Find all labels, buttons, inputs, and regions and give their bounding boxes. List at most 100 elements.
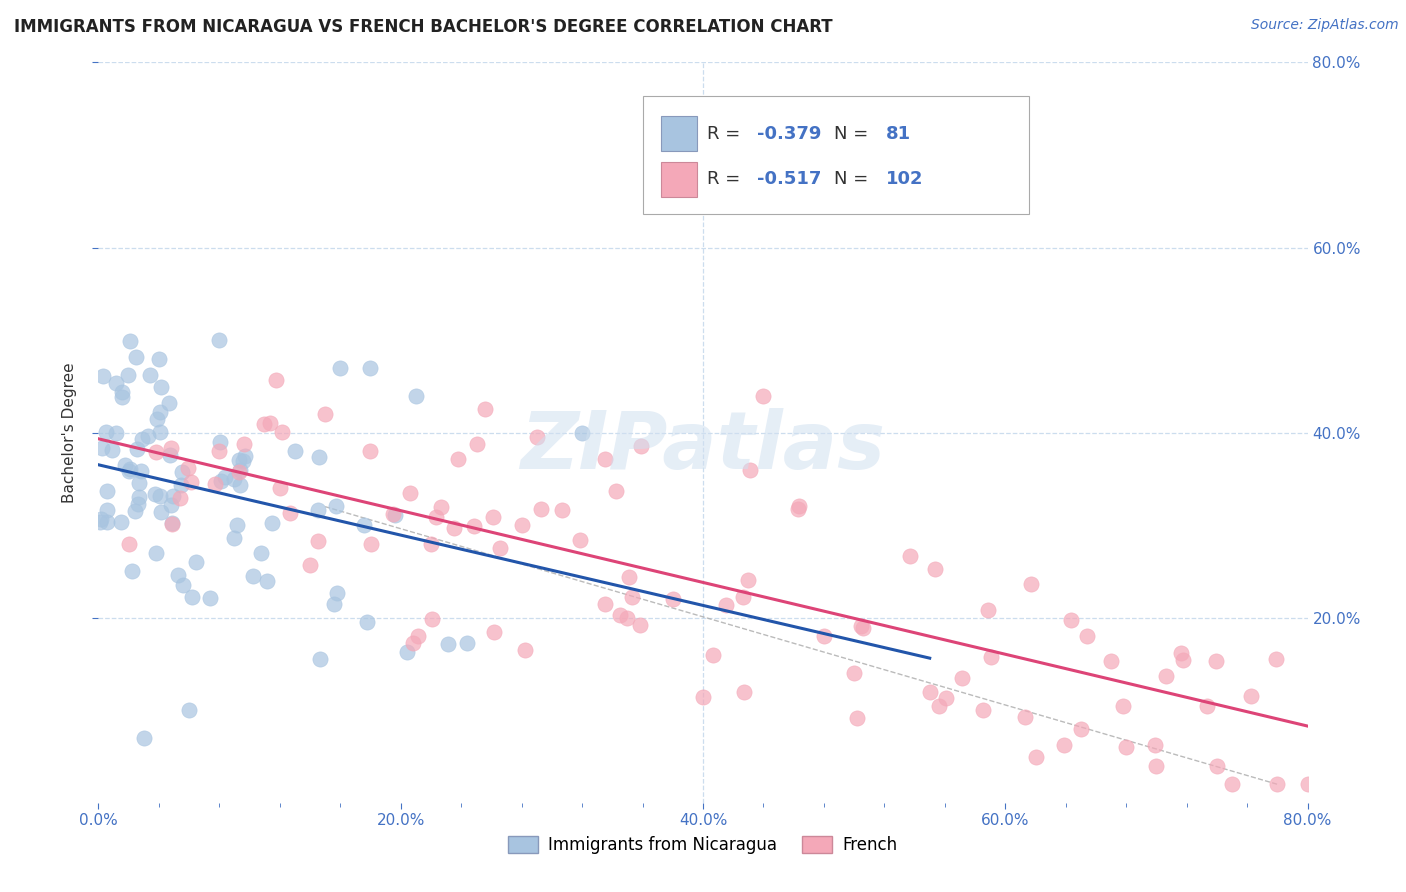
Point xyxy=(124,504,146,518)
Point xyxy=(170,478,193,492)
Point xyxy=(510,518,533,533)
Point xyxy=(208,333,231,347)
Point xyxy=(125,442,148,456)
Point xyxy=(628,618,651,632)
Point xyxy=(208,444,231,458)
Point xyxy=(136,429,159,443)
Point xyxy=(253,417,276,431)
Point xyxy=(1154,669,1177,683)
Point xyxy=(177,461,200,475)
Point xyxy=(1143,738,1166,752)
Point xyxy=(229,462,252,476)
Point xyxy=(127,497,149,511)
Point xyxy=(118,465,141,479)
Point xyxy=(972,703,994,717)
Point xyxy=(259,416,281,430)
Point xyxy=(280,506,302,520)
Point xyxy=(229,478,252,492)
Point xyxy=(145,445,167,459)
Text: N =: N = xyxy=(834,170,873,188)
Point xyxy=(1144,758,1167,772)
Point xyxy=(482,624,505,639)
Point xyxy=(1205,654,1227,668)
Point xyxy=(204,476,226,491)
Text: R =: R = xyxy=(707,170,745,188)
Point xyxy=(692,690,714,704)
Point xyxy=(120,334,142,348)
Point xyxy=(1240,690,1263,704)
Point xyxy=(96,515,118,529)
Point xyxy=(121,564,143,578)
Point xyxy=(184,555,207,569)
Point xyxy=(605,483,627,498)
Point xyxy=(96,484,118,499)
Point xyxy=(405,388,427,402)
Point xyxy=(138,368,160,383)
FancyBboxPatch shape xyxy=(661,161,697,197)
Point xyxy=(752,388,775,402)
Point xyxy=(630,439,652,453)
Text: 81: 81 xyxy=(886,125,911,143)
Point xyxy=(226,518,249,533)
Point xyxy=(111,390,134,404)
Point xyxy=(160,516,183,530)
Point xyxy=(269,481,291,495)
Text: -0.379: -0.379 xyxy=(758,125,821,143)
Point xyxy=(143,487,166,501)
Point xyxy=(172,578,194,592)
Point xyxy=(934,129,956,144)
Point xyxy=(128,490,150,504)
Point xyxy=(420,536,443,550)
Point xyxy=(845,711,868,725)
Point xyxy=(271,425,294,439)
Point xyxy=(1170,647,1192,661)
Point xyxy=(353,518,375,533)
Point xyxy=(167,567,190,582)
Point xyxy=(1197,699,1219,714)
Point xyxy=(180,590,202,604)
Point xyxy=(738,462,761,476)
Point xyxy=(918,685,941,699)
Point xyxy=(360,444,382,458)
Point xyxy=(314,407,336,421)
Point xyxy=(110,516,132,530)
Point xyxy=(356,615,378,629)
Point xyxy=(129,464,152,478)
Point xyxy=(661,592,683,607)
Point xyxy=(1024,749,1046,764)
Point xyxy=(125,350,148,364)
Point xyxy=(325,499,347,513)
Text: IMMIGRANTS FROM NICARAGUA VS FRENCH BACHELOR'S DEGREE CORRELATION CHART: IMMIGRANTS FROM NICARAGUA VS FRENCH BACH… xyxy=(14,18,832,36)
Point xyxy=(852,622,875,636)
Point xyxy=(224,472,246,486)
Point xyxy=(447,451,470,466)
Point xyxy=(148,351,170,366)
Point xyxy=(100,442,122,457)
Point xyxy=(1076,629,1098,643)
Point xyxy=(264,373,287,387)
Point xyxy=(616,610,638,624)
Point xyxy=(160,499,183,513)
Point xyxy=(214,470,236,484)
Point xyxy=(408,629,430,643)
Point xyxy=(145,546,167,560)
Point xyxy=(382,507,405,521)
Point xyxy=(146,411,169,425)
Point xyxy=(787,501,810,516)
Point xyxy=(104,425,127,440)
Point xyxy=(621,591,644,605)
Point xyxy=(384,508,406,522)
Point xyxy=(1101,654,1123,668)
Point xyxy=(114,458,136,472)
Point xyxy=(172,465,194,479)
Point xyxy=(307,533,329,548)
Point xyxy=(224,531,246,545)
Point xyxy=(1070,722,1092,736)
Point xyxy=(977,603,1000,617)
Point xyxy=(308,450,330,465)
Point xyxy=(465,437,488,451)
Point xyxy=(208,435,231,450)
Point xyxy=(232,454,254,468)
Point xyxy=(200,591,222,605)
Point xyxy=(360,537,382,551)
